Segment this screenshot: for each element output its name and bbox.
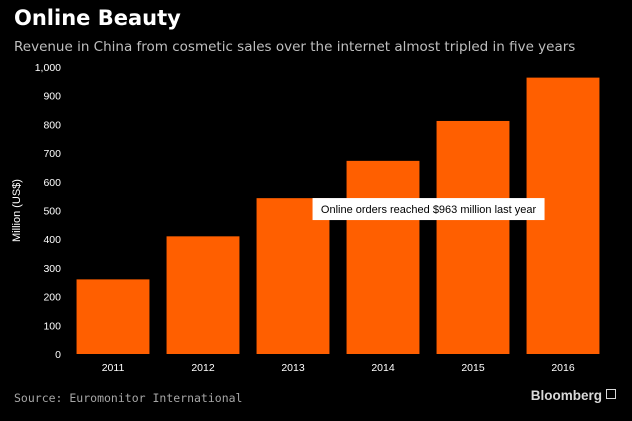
bar-2011 — [76, 279, 150, 354]
x-tick-label: 2012 — [191, 362, 215, 374]
chart-subtitle: Revenue in China from cosmetic sales ove… — [14, 39, 576, 55]
x-tick-label: 2015 — [461, 362, 485, 374]
x-tick-label: 2013 — [281, 362, 305, 374]
y-tick-label: 200 — [43, 292, 61, 304]
y-tick-label: 100 — [43, 320, 61, 332]
x-tick-label: 2016 — [551, 362, 575, 374]
y-tick-label: 1,000 — [35, 62, 61, 74]
y-tick-label: 300 — [43, 263, 61, 275]
brand-square-icon — [606, 389, 616, 399]
y-tick-label: 900 — [43, 91, 61, 103]
brand-logo: Bloomberg — [531, 388, 616, 403]
bar-2015 — [436, 120, 510, 355]
brand-label: Bloomberg — [530, 388, 602, 403]
y-tick-label: 800 — [43, 119, 61, 131]
source-note: Source: Euromonitor International — [14, 391, 243, 405]
annotation-box — [312, 198, 545, 221]
chart-title: Online Beauty — [14, 6, 181, 30]
bar-2012 — [166, 236, 240, 354]
x-tick-label: 2011 — [102, 362, 125, 374]
annotation-text: Online orders reached $963 million last … — [321, 204, 537, 216]
bar-2013 — [256, 198, 330, 354]
y-tick-label: 500 — [43, 206, 61, 218]
y-axis-label: Million (US$) — [11, 179, 23, 242]
y-tick-label: 700 — [43, 148, 61, 160]
y-tick-label: 0 — [55, 349, 61, 361]
bar-2014 — [346, 160, 420, 354]
y-tick-label: 400 — [43, 234, 61, 246]
y-tick-label: 600 — [43, 177, 61, 189]
x-tick-label: 2014 — [371, 362, 395, 374]
